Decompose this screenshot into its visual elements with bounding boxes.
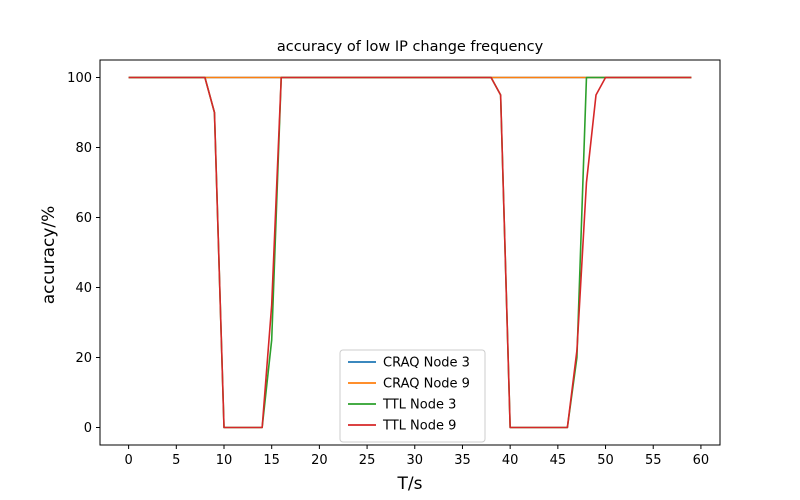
y-tick-label: 60	[75, 211, 92, 226]
legend-box	[339, 349, 486, 443]
legend-label: CRAQ Node 3	[383, 356, 470, 371]
legend: CRAQ Node 3 CRAQ Node 9 TTL Node 3 TTL Node…	[339, 349, 486, 443]
x-tick-label: 5	[172, 453, 180, 468]
legend-label: CRAQ Node 9	[383, 377, 470, 392]
x-tick-label: 0	[124, 453, 132, 468]
x-tick-label: 40	[502, 453, 519, 468]
x-tick-label: 60	[693, 453, 710, 468]
x-tick-label: 20	[311, 453, 328, 468]
x-tick-label: 35	[454, 453, 471, 468]
x-tick-label: 55	[645, 453, 662, 468]
axes-layer: 0 5 10 15 20 25 30 35 40 45 50 55 60 0 20 40 60 80 100	[67, 59, 721, 468]
legend-label: TTL Node 9	[382, 419, 456, 434]
y-tick-label: 100	[67, 71, 92, 86]
chart-title: accuracy of low IP change frequency	[277, 39, 544, 55]
x-tick-label: 30	[406, 453, 423, 468]
series-line-ttl-node-9	[128, 76, 692, 429]
y-tick-label: 0	[84, 421, 92, 436]
x-axis-label: T/s	[397, 474, 423, 494]
y-axis-label: accuracy/%	[39, 206, 59, 305]
plot-frame	[99, 59, 721, 446]
y-tick-label: 80	[75, 141, 92, 156]
y-tick-label: 40	[75, 281, 92, 296]
y-tick-label: 20	[75, 351, 92, 366]
x-tick-label: 10	[216, 453, 233, 468]
x-tick-label: 45	[550, 453, 567, 468]
legend-label: TTL Node 3	[382, 398, 456, 413]
series-layer	[128, 76, 692, 429]
x-tick-label: 15	[263, 453, 280, 468]
x-tick-label: 50	[597, 453, 614, 468]
x-tick-label: 25	[359, 453, 376, 468]
